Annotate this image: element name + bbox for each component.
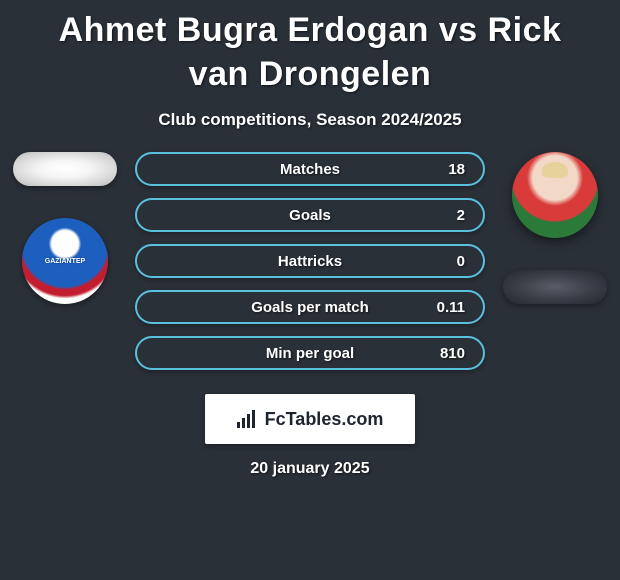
- club-badge-text: GAZIANTEP: [39, 258, 91, 265]
- stats-list: Matches 18 Goals 2 Hattricks 0 Goals per…: [135, 152, 485, 370]
- page-title: Ahmet Bugra Erdogan vs Rick van Drongele…: [10, 0, 610, 100]
- stat-row-min-per-goal: Min per goal 810: [135, 336, 485, 370]
- stat-right-value: 810: [435, 345, 465, 362]
- right-player-column: [503, 152, 607, 304]
- stat-label: Min per goal: [266, 345, 354, 362]
- stat-label: Goals per match: [251, 299, 369, 316]
- stat-right-value: 18: [435, 161, 465, 178]
- stat-row-matches: Matches 18: [135, 152, 485, 186]
- bar-chart-icon: [237, 410, 259, 428]
- right-player-photo: [512, 152, 598, 238]
- stat-label: Hattricks: [278, 253, 342, 270]
- stat-right-value: 2: [435, 207, 465, 224]
- stat-label: Matches: [280, 161, 340, 178]
- fctables-logo[interactable]: FcTables.com: [205, 394, 415, 444]
- stat-row-goals: Goals 2: [135, 198, 485, 232]
- right-club-badge-placeholder: [503, 270, 607, 304]
- snapshot-date: 20 january 2025: [10, 460, 610, 478]
- left-player-column: GAZIANTEP: [13, 152, 117, 304]
- stat-label: Goals: [289, 207, 331, 224]
- logo-text: FcTables.com: [265, 409, 384, 430]
- stat-row-hattricks: Hattricks 0: [135, 244, 485, 278]
- left-club-badge: GAZIANTEP: [22, 218, 108, 304]
- stat-right-value: 0: [435, 253, 465, 270]
- comparison-content: GAZIANTEP Matches 18 Goals 2 Hattricks 0: [10, 152, 610, 370]
- stat-right-value: 0.11: [435, 299, 465, 316]
- season-subtitle: Club competitions, Season 2024/2025: [10, 110, 610, 130]
- left-player-photo-placeholder: [13, 152, 117, 186]
- stat-row-goals-per-match: Goals per match 0.11: [135, 290, 485, 324]
